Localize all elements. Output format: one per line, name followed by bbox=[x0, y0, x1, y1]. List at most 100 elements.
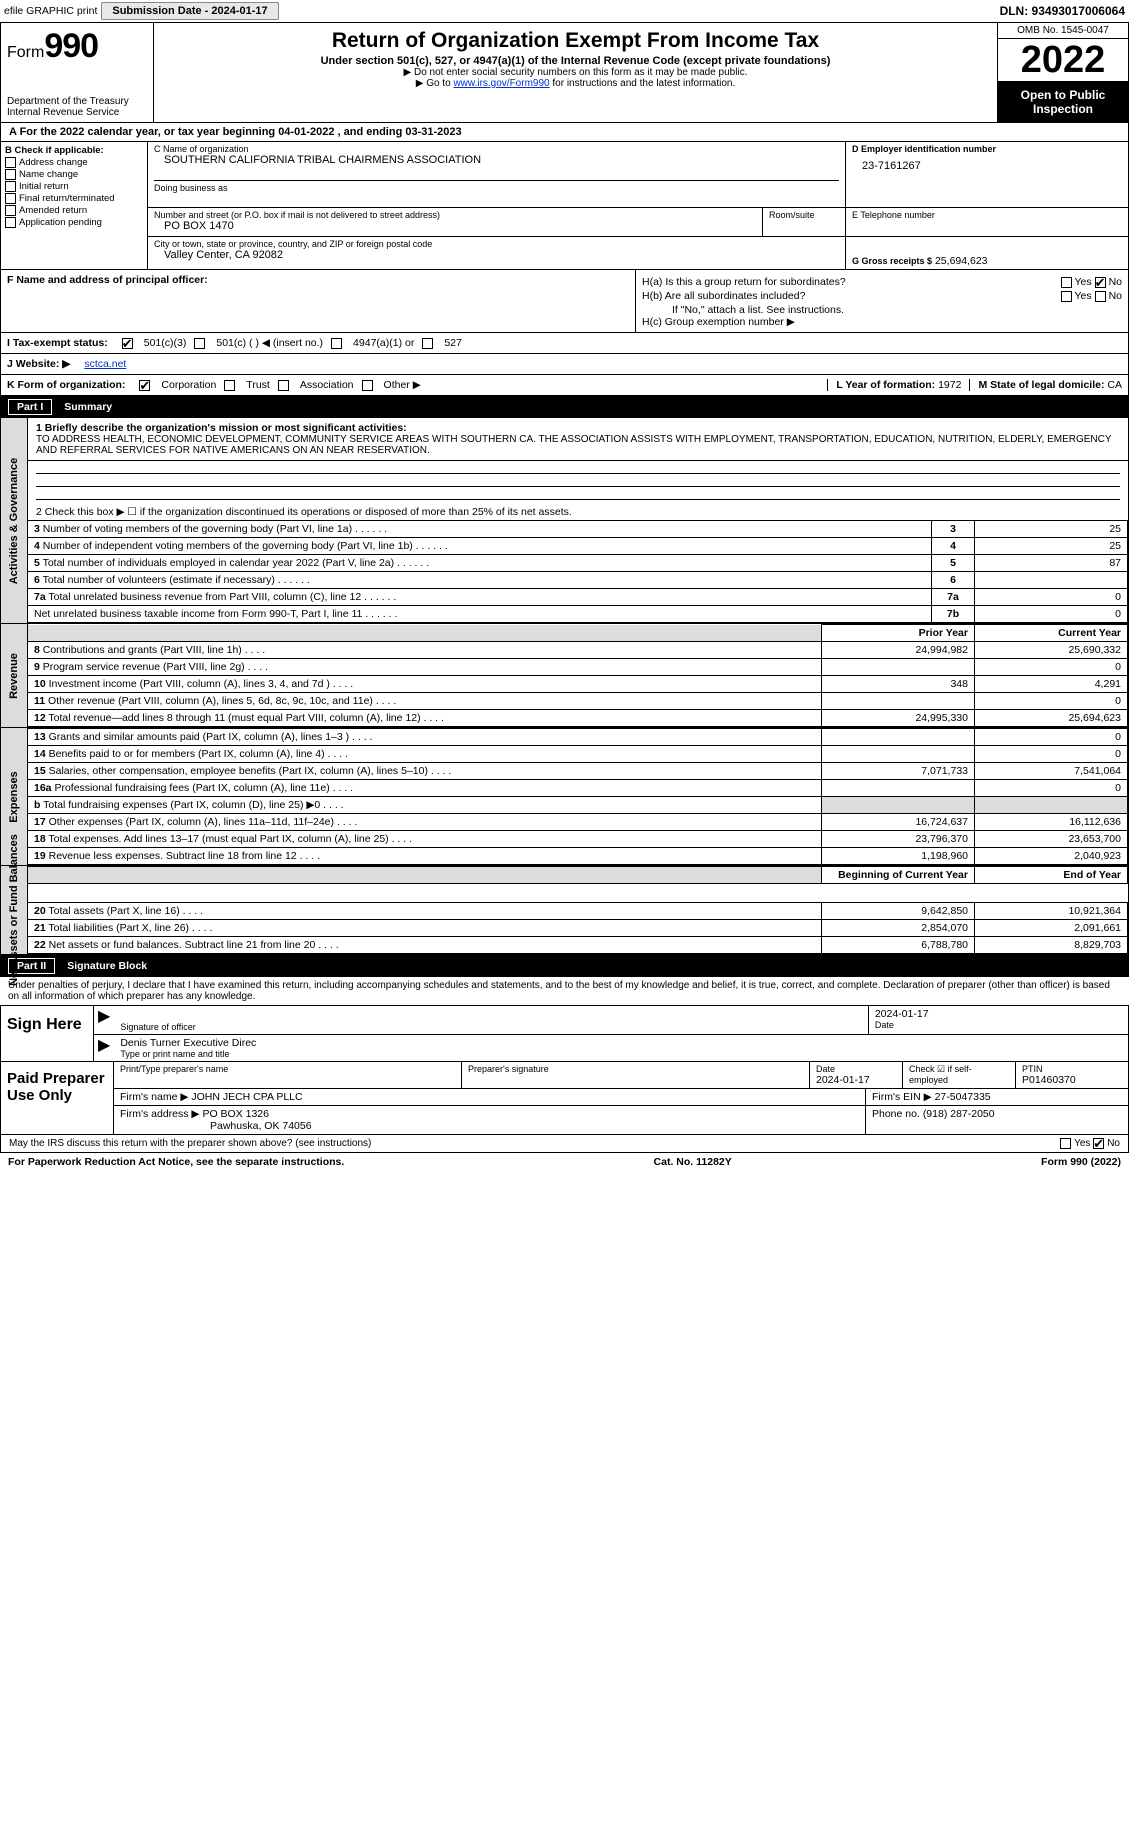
website-link[interactable]: sctca.net bbox=[84, 358, 126, 370]
firm-ein-label: Firm's EIN ▶ bbox=[872, 1091, 932, 1103]
gross-receipts: G Gross receipts $ 25,694,623 bbox=[852, 255, 1122, 267]
blank-line-3 bbox=[36, 487, 1120, 500]
prior-amount: 348 bbox=[822, 676, 975, 693]
prep-sig-label: Preparer's signature bbox=[468, 1064, 803, 1074]
cb-corp[interactable] bbox=[139, 380, 150, 391]
addr-value: PO BOX 1470 bbox=[154, 220, 756, 232]
cb-name-change[interactable]: Name change bbox=[5, 169, 143, 180]
revenue-section: Revenue Prior Year Current Year 8 Contri… bbox=[0, 624, 1129, 728]
current-amount: 7,541,064 bbox=[975, 763, 1128, 780]
cb-assoc[interactable] bbox=[278, 380, 289, 391]
expenses-table: 13 Grants and similar amounts paid (Part… bbox=[28, 728, 1128, 865]
side-activities: Activities & Governance bbox=[1, 418, 28, 623]
current-amount: 23,653,700 bbox=[975, 831, 1128, 848]
section-b: B Check if applicable: Address change Na… bbox=[1, 142, 148, 269]
k-label: K Form of organization: bbox=[7, 379, 125, 391]
self-employed: Check ☑ if self-employed bbox=[903, 1062, 1016, 1088]
top-bar: efile GRAPHIC print Submission Date - 20… bbox=[0, 0, 1129, 23]
officer-name: Denis Turner Executive Direc bbox=[120, 1037, 1122, 1049]
phone-label: Phone no. bbox=[872, 1108, 920, 1120]
tel-label: E Telephone number bbox=[852, 210, 1122, 220]
firm-name: JOHN JECH CPA PLLC bbox=[191, 1091, 302, 1103]
blank-line-1 bbox=[36, 461, 1120, 474]
org-name: SOUTHERN CALIFORNIA TRIBAL CHAIRMENS ASS… bbox=[154, 154, 839, 166]
expenses-section: Expenses 13 Grants and similar amounts p… bbox=[0, 728, 1129, 866]
governance-table: 3 Number of voting members of the govern… bbox=[28, 520, 1128, 623]
paid-preparer-label: Paid Preparer Use Only bbox=[1, 1062, 114, 1134]
opt-4947: 4947(a)(1) or bbox=[353, 337, 414, 349]
l-year: L Year of formation: 1972 bbox=[827, 379, 961, 391]
arrow-icon: ▶ bbox=[94, 1006, 114, 1034]
cb-application-pending[interactable]: Application pending bbox=[5, 217, 143, 228]
tax-year-line: A For the 2022 calendar year, or tax yea… bbox=[0, 123, 1129, 142]
discuss-text: May the IRS discuss this return with the… bbox=[9, 1138, 371, 1149]
cb-other[interactable] bbox=[362, 380, 373, 391]
table-row: 6 Total number of volunteers (estimate i… bbox=[28, 572, 932, 589]
discuss-row: May the IRS discuss this return with the… bbox=[0, 1135, 1129, 1153]
type-name-label: Type or print name and title bbox=[120, 1049, 1122, 1059]
sign-here-block: Sign Here ▶ Signature of officer 2024-01… bbox=[0, 1006, 1129, 1062]
prior-amount bbox=[822, 659, 975, 676]
cb-initial-return[interactable]: Initial return bbox=[5, 181, 143, 192]
hb-note: If "No," attach a list. See instructions… bbox=[642, 304, 1122, 316]
current-amount: 0 bbox=[975, 659, 1128, 676]
table-row: 15 Salaries, other compensation, employe… bbox=[28, 763, 822, 780]
cb-trust[interactable] bbox=[224, 380, 235, 391]
form-label-text: Form bbox=[7, 44, 44, 61]
preparer-block: Paid Preparer Use Only Print/Type prepar… bbox=[0, 1062, 1129, 1135]
netassets-table: Beginning of Current Year End of Year 20… bbox=[28, 866, 1128, 954]
prior-amount bbox=[822, 746, 975, 763]
prior-amount: 6,788,780 bbox=[822, 937, 975, 954]
perjury-text: Under penalties of perjury, I declare th… bbox=[0, 977, 1129, 1006]
table-row: 14 Benefits paid to or for members (Part… bbox=[28, 746, 822, 763]
cb-amended-return[interactable]: Amended return bbox=[5, 205, 143, 216]
sig-date: 2024-01-17 bbox=[875, 1008, 1122, 1020]
cb-final-return[interactable]: Final return/terminated bbox=[5, 193, 143, 204]
irs-label: Internal Revenue Service bbox=[7, 107, 147, 118]
prior-amount bbox=[822, 693, 975, 710]
table-row: 8 Contributions and grants (Part VIII, l… bbox=[28, 642, 822, 659]
goto-pre: ▶ Go to bbox=[416, 78, 454, 89]
firm-ein: 27-5047335 bbox=[935, 1091, 991, 1103]
omb-number: OMB No. 1545-0047 bbox=[998, 23, 1128, 39]
form-number: Form990 bbox=[7, 27, 147, 66]
submission-date-button[interactable]: Submission Date - 2024-01-17 bbox=[101, 2, 278, 20]
officer-block: F Name and address of principal officer:… bbox=[0, 270, 1129, 333]
city-value: Valley Center, CA 92082 bbox=[154, 249, 839, 261]
cb-4947[interactable] bbox=[331, 338, 342, 349]
c-name-label: C Name of organization bbox=[154, 144, 839, 154]
part2-name: Signature Block bbox=[67, 960, 147, 972]
firm-addr1: PO BOX 1326 bbox=[202, 1108, 269, 1120]
netassets-section: Net Assets or Fund Balances Beginning of… bbox=[0, 866, 1129, 955]
prior-amount: 2,854,070 bbox=[822, 920, 975, 937]
line-no: 3 bbox=[932, 521, 975, 538]
firm-addr2: Pawhuska, OK 74056 bbox=[120, 1120, 859, 1132]
prior-amount: 16,724,637 bbox=[822, 814, 975, 831]
current-amount: 2,091,661 bbox=[975, 920, 1128, 937]
opt-501c: 501(c) ( ) ◀ (insert no.) bbox=[216, 337, 323, 349]
amount: 25 bbox=[975, 538, 1128, 555]
table-row: 11 Other revenue (Part VIII, column (A),… bbox=[28, 693, 822, 710]
cb-501c3[interactable] bbox=[122, 338, 133, 349]
cb-address-change[interactable]: Address change bbox=[5, 157, 143, 168]
prior-amount: 23,796,370 bbox=[822, 831, 975, 848]
part1-title: Part I bbox=[8, 399, 52, 415]
cb-501c[interactable] bbox=[194, 338, 205, 349]
form-990-number: 990 bbox=[44, 27, 98, 65]
table-row: 10 Investment income (Part VIII, column … bbox=[28, 676, 822, 693]
firm-name-label: Firm's name ▶ bbox=[120, 1091, 188, 1103]
m-state: M State of legal domicile: CA bbox=[969, 379, 1122, 391]
irs-link[interactable]: www.irs.gov/Form990 bbox=[453, 78, 549, 89]
ha-line: H(a) Is this a group return for subordin… bbox=[642, 276, 1122, 288]
amount bbox=[975, 572, 1128, 589]
current-amount: 8,829,703 bbox=[975, 937, 1128, 954]
opt-corp: Corporation bbox=[161, 379, 216, 391]
form-title: Return of Organization Exempt From Incom… bbox=[164, 29, 987, 53]
current-amount: 25,690,332 bbox=[975, 642, 1128, 659]
table-row: 9 Program service revenue (Part VIII, li… bbox=[28, 659, 822, 676]
blank-line-2 bbox=[36, 474, 1120, 487]
cb-527[interactable] bbox=[422, 338, 433, 349]
current-amount: 10,921,364 bbox=[975, 903, 1128, 920]
line-no: 6 bbox=[932, 572, 975, 589]
table-row: 5 Total number of individuals employed i… bbox=[28, 555, 932, 572]
